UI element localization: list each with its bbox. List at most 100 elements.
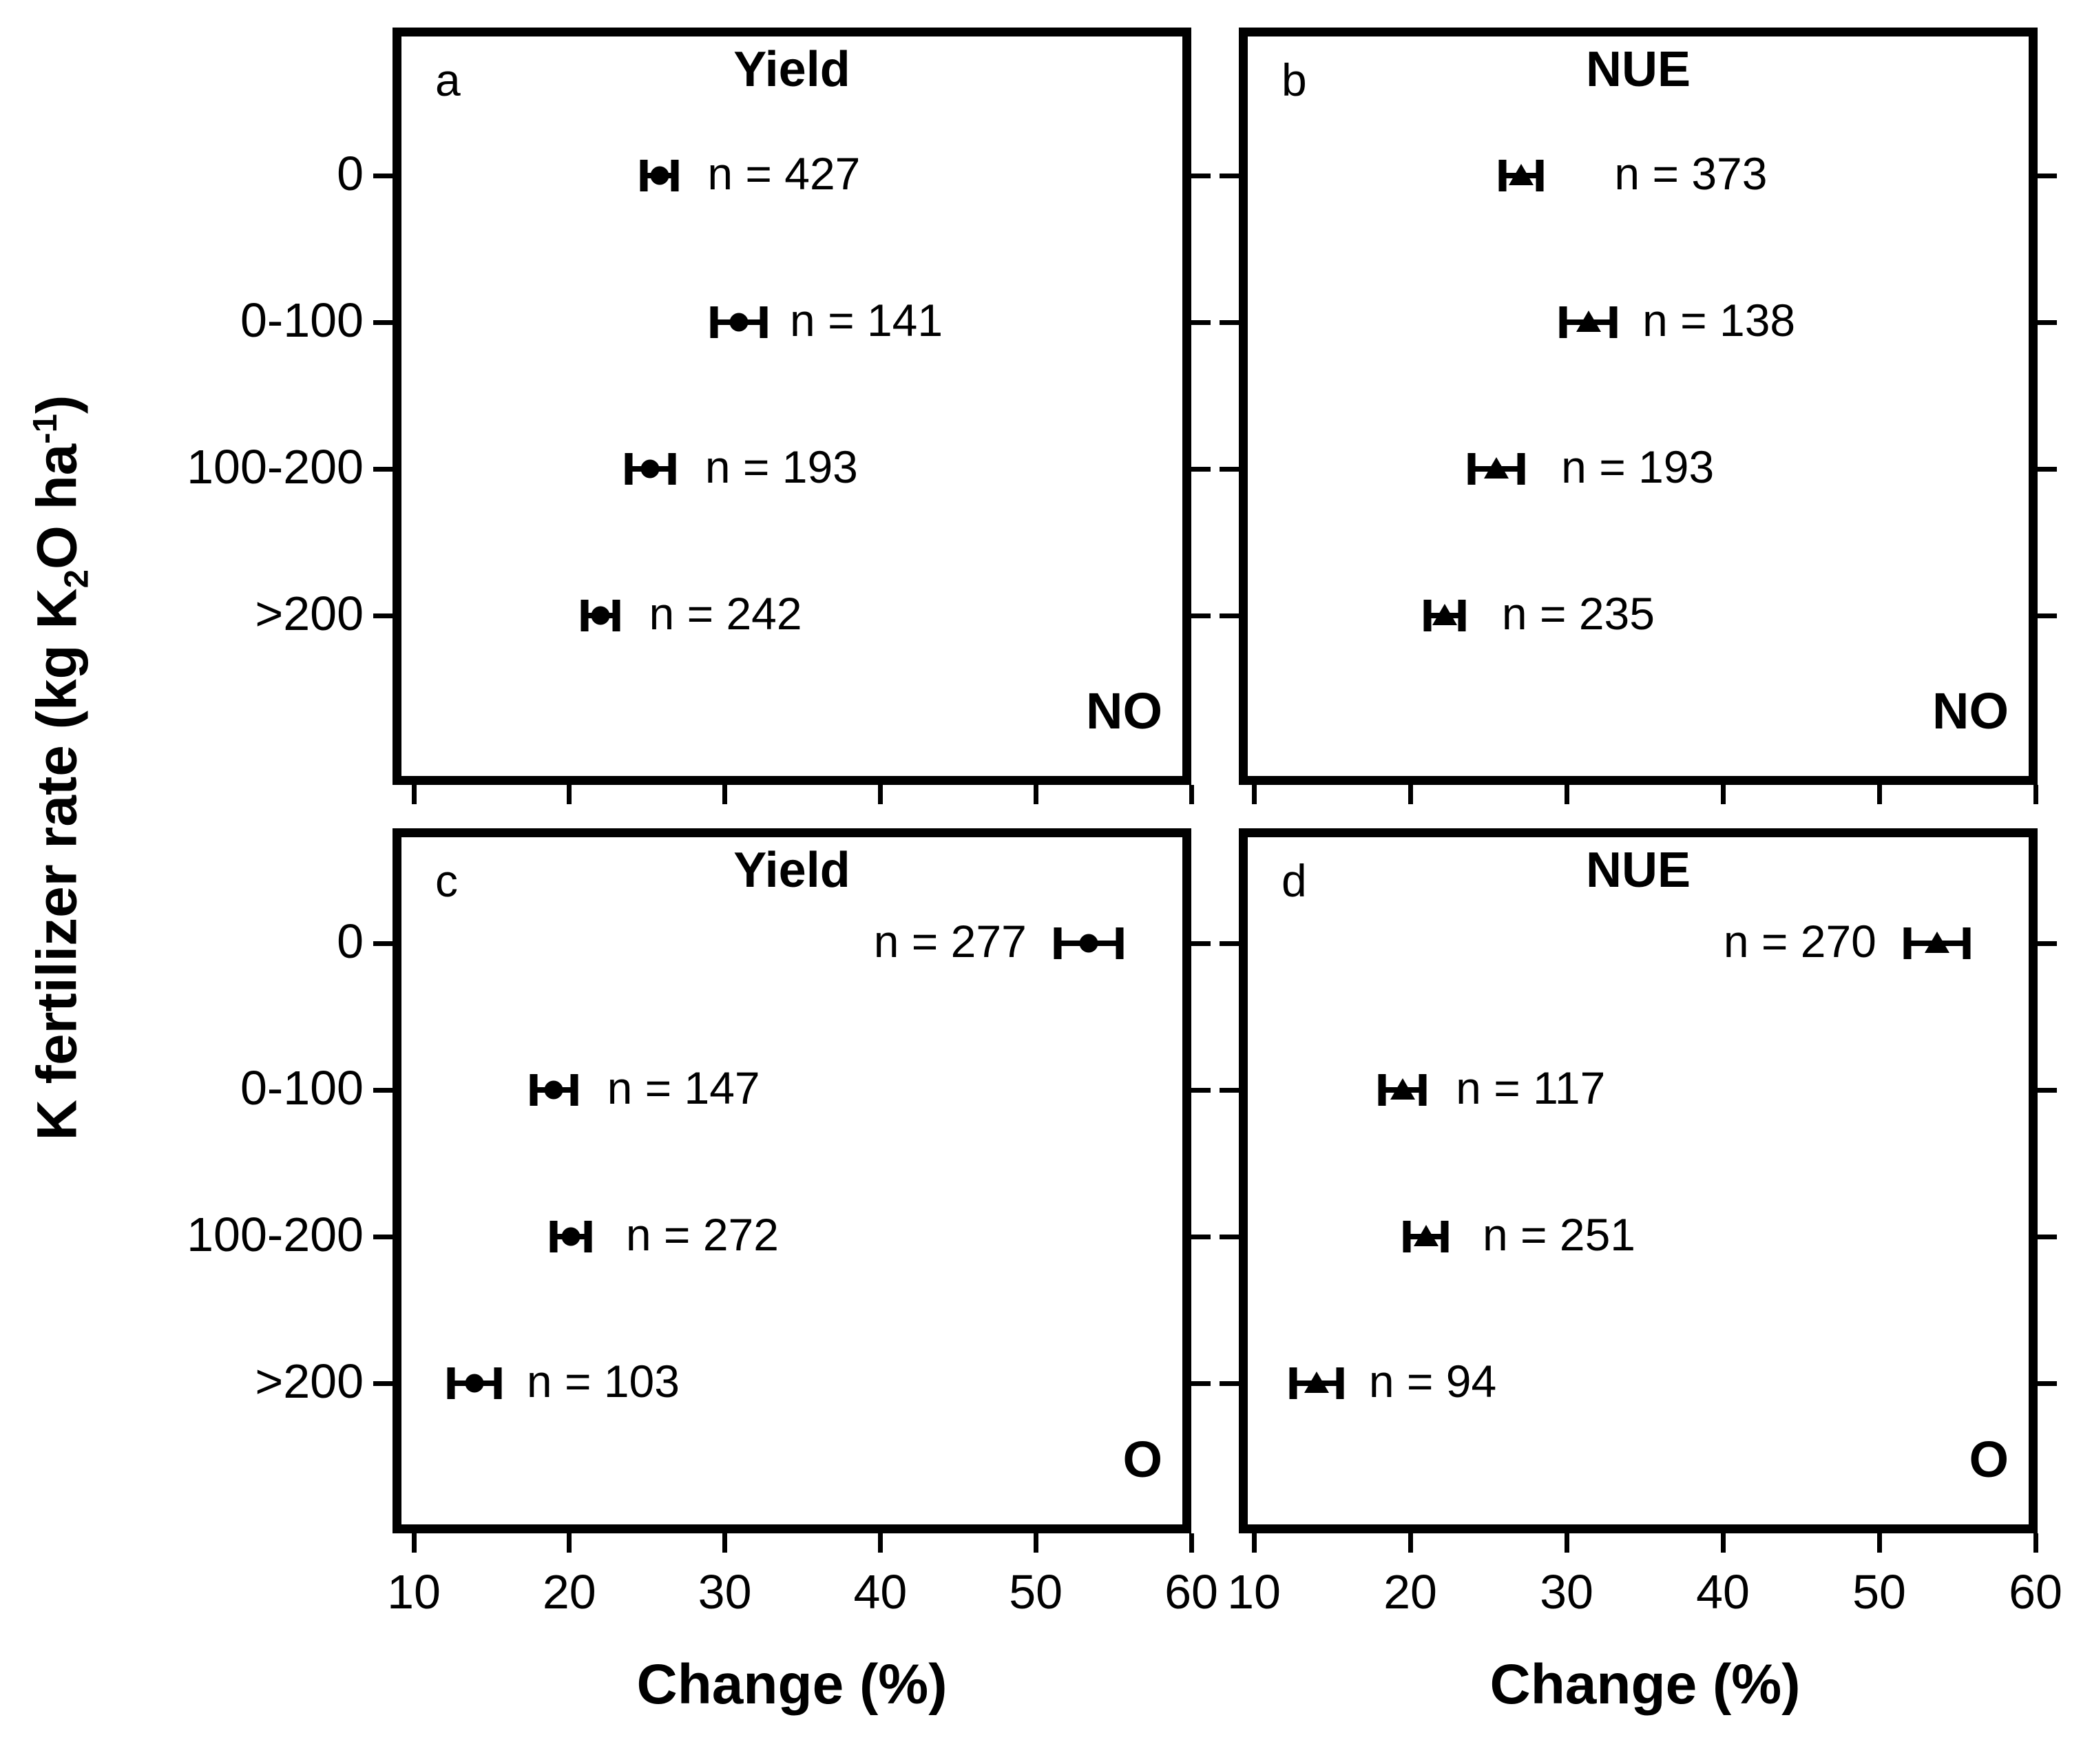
error-bar-cap-right [1536,160,1544,191]
error-bar-cap-left [1423,600,1432,631]
y-tick [1220,173,1239,178]
error-bar-cap-left [550,1221,558,1252]
y-tick [2038,1087,2057,1093]
error-bar-cap-right [1336,1367,1344,1399]
circle-marker [591,606,610,625]
y-tick [373,173,393,178]
y-tick [1220,319,1239,325]
x-tick [1408,1533,1413,1553]
y-tick [1220,1234,1239,1239]
x-tick [567,785,572,804]
n-label-c-2: n = 272 [625,1208,779,1260]
category-label->200: >200 [255,1354,364,1408]
x-tick [411,1533,417,1553]
n-label-b-1: n = 138 [1642,294,1796,346]
x-tick-label-left-20: 20 [542,1565,596,1619]
n-label-b-0: n = 373 [1614,147,1768,199]
x-tick [1564,785,1569,804]
triangle-marker [1509,163,1534,185]
error-bar-cap-left [530,1074,538,1106]
x-tick [1189,1533,1194,1553]
x-tick [722,1533,728,1553]
x-tick [1876,1533,1882,1553]
y-tick [1191,319,1211,325]
y-tick [1220,1087,1239,1093]
y-tick [1220,1380,1239,1386]
panel-letter-c: c [435,855,458,906]
n-label-d-3: n = 94 [1368,1355,1497,1407]
panel-title-b: NUE [1585,42,1691,97]
n-label-a-2: n = 193 [704,441,858,492]
x-tick [877,1533,883,1553]
error-bar-cap-left [580,600,589,631]
category-label-100-200: 100-200 [187,1207,364,1261]
n-label-b-3: n = 235 [1501,587,1655,639]
y-tick [1220,466,1239,472]
category-label-100-200: 100-200 [187,439,364,494]
category-label-0-100: 0-100 [240,1060,364,1115]
y-tick [373,1087,393,1093]
error-bar-cap-left [640,160,648,191]
error-bar-cap-left [1403,1221,1411,1252]
y-tick [373,466,393,472]
y-axis-title-text: ) [25,395,89,414]
triangle-marker [1304,1371,1329,1393]
group-label-a: NO [1086,682,1162,739]
y-axis-title-subscript: 2 [57,569,96,589]
category-label-0: 0 [337,146,364,200]
n-label-d-2: n = 251 [1482,1208,1635,1260]
error-bar-cap-right [1609,306,1618,338]
group-label-d: O [1969,1431,2009,1488]
error-bar-cap-left [1903,927,1912,959]
y-axis-title-text: O ha [25,443,89,569]
panel-d [1239,828,2038,1533]
x-tick [2033,785,2038,804]
circle-marker [561,1227,580,1246]
x-tick [1033,1533,1038,1553]
triangle-marker [1413,1224,1439,1246]
x-tick-label-right-60: 60 [2009,1565,2062,1619]
n-label-a-1: n = 141 [790,294,943,346]
y-tick [373,319,393,325]
circle-marker [640,459,660,479]
y-tick [1191,613,1211,618]
panel-a [393,28,1191,785]
y-tick [1220,613,1239,618]
x-axis-title-left: Change (%) [636,1653,948,1716]
x-tick [722,785,728,804]
n-label-c-1: n = 147 [607,1062,760,1113]
x-tick-label-right-20: 20 [1383,1565,1437,1619]
triangle-marker [1432,603,1457,625]
circle-marker [729,313,749,332]
error-bar-cap-right [1419,1074,1427,1106]
panel-title-c: Yield [733,843,850,898]
triangle-marker [1924,931,1949,953]
n-label-a-0: n = 427 [707,147,861,199]
circle-marker [650,166,669,185]
panel-title-d: NUE [1585,843,1691,898]
n-label-c-3: n = 103 [526,1355,680,1407]
error-bar-cap-right [1441,1221,1449,1252]
x-tick-label-right-30: 30 [1540,1565,1593,1619]
y-tick [373,613,393,618]
y-axis-title-superscript: -1 [25,413,64,444]
triangle-marker [1390,1078,1415,1100]
y-tick [2038,1380,2057,1386]
x-tick [567,1533,572,1553]
x-tick [1720,1533,1726,1553]
y-tick [1220,941,1239,946]
n-label-b-2: n = 193 [1561,441,1715,492]
n-label-d-1: n = 117 [1456,1062,1606,1113]
x-tick-label-left-30: 30 [698,1565,752,1619]
error-bar-cap-left [1289,1367,1297,1399]
y-tick [373,1380,393,1386]
y-tick [1191,941,1211,946]
group-label-c: O [1122,1431,1162,1488]
category-label->200: >200 [255,586,364,640]
error-bar-cap-left [1054,927,1062,959]
n-label-c-0: n = 277 [873,915,1027,967]
n-label-d-0: n = 270 [1723,915,1876,967]
y-tick [2038,1234,2057,1239]
error-bar-cap-left [710,306,718,338]
error-bar-cap-left [1498,160,1507,191]
